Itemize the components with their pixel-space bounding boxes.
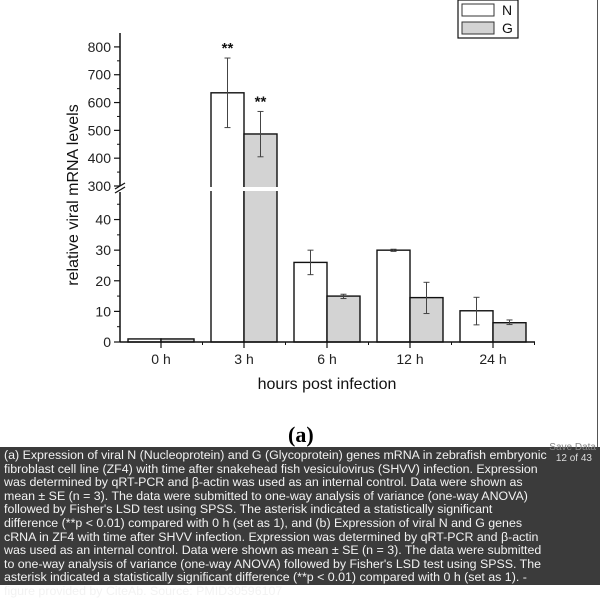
y-tick-label: 500 (88, 122, 112, 138)
legend-label-N: N (502, 2, 512, 18)
panel-label: (a) (288, 422, 314, 447)
x-tick-label: 24 h (479, 351, 506, 367)
caption-box: Save Data 12 of 43 (a) Expression of vir… (0, 442, 600, 598)
legend-label-G: G (502, 20, 513, 36)
y-tick-label: 300 (88, 178, 112, 194)
y-tick-label: 10 (95, 303, 111, 319)
bar-G-2 (326, 295, 361, 343)
y-tick-label: 700 (88, 67, 112, 83)
legend-swatch-G (461, 21, 495, 35)
y-tick-label: 40 (95, 212, 111, 228)
significance-label-G-1: ** (255, 93, 267, 110)
bar-N-3 (376, 249, 411, 343)
save-data-button[interactable]: Save Data (549, 442, 596, 453)
y-tick-label: 600 (88, 95, 112, 111)
bar-chart: ** ** 0 10 20 30 40 300 400 500 600 700 800 0 h 3 h 6 h… (65, 0, 537, 393)
legend-swatch-N (461, 3, 495, 17)
x-tick-label: 6 h (317, 351, 336, 367)
y-tick-label: 800 (88, 39, 112, 55)
x-tick-label: 3 h (234, 351, 253, 367)
y-tick-label: 400 (88, 150, 112, 166)
bar-G-1 (243, 133, 278, 343)
axis-break-mark (114, 186, 126, 194)
y-tick-label: 30 (95, 242, 111, 258)
frame-border (597, 0, 598, 447)
x-tick-label: 0 h (151, 351, 170, 367)
significance-label-N-1: ** (222, 40, 234, 57)
image-counter: 12 of 43 (555, 453, 592, 464)
caption-text: (a) Expression of viral N (Nucleoprotein… (4, 448, 547, 598)
y-axis-label: relative viral mRNA levels (65, 104, 82, 285)
bar-N-1 (210, 92, 245, 343)
bar-G-4 (492, 322, 527, 343)
x-axis-label: hours post infection (258, 376, 397, 393)
y-tick-label: 20 (95, 273, 111, 289)
y-tick-label: 0 (103, 334, 111, 350)
x-tick-label: 12 h (396, 351, 423, 367)
axis-break-gap (122, 187, 537, 191)
